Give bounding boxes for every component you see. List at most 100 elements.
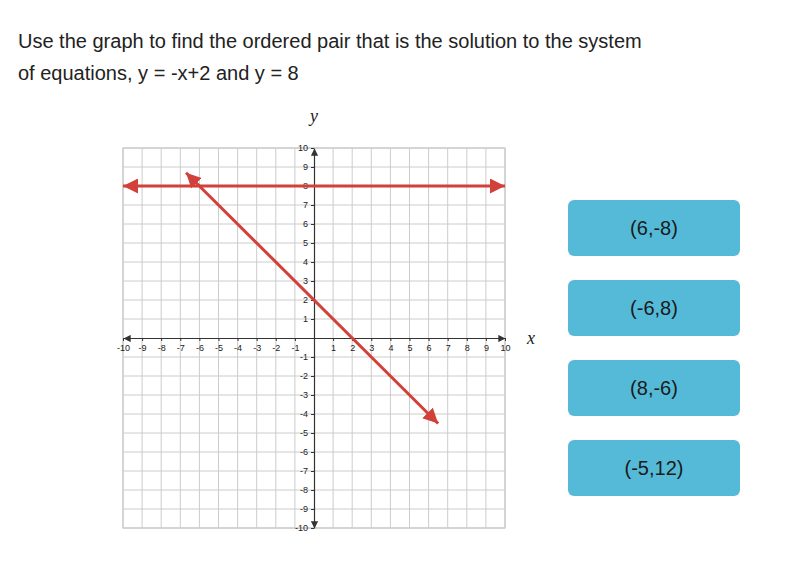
y-tick-label: -8 — [300, 485, 308, 495]
choice-label[interactable]: (6,-8) — [630, 217, 678, 239]
y-tick-mark — [311, 528, 314, 529]
x-tick-label: 7 — [446, 343, 451, 353]
x-axis: -10-9-8-7-6-5-4-3-2-112345678910 — [117, 338, 511, 353]
y-tick-label: 4 — [303, 257, 308, 267]
y-tick-label: 1 — [303, 314, 308, 324]
y-tick-mark — [311, 148, 314, 149]
choice-button[interactable]: (-6,8) — [568, 280, 740, 336]
choice-label[interactable]: (-6,8) — [630, 297, 678, 319]
y-tick-mark — [311, 357, 314, 358]
question-text: Use the graph to find the ordered pair t… — [18, 30, 642, 52]
y-tick-mark — [311, 224, 314, 225]
x-tick-label: 1 — [331, 343, 336, 353]
x-tick: 1 — [331, 338, 336, 353]
grid — [123, 148, 505, 528]
x-tick: -5 — [215, 338, 223, 353]
x-tick-mark — [371, 338, 372, 341]
y-tick: 3 — [303, 276, 314, 286]
x-tick: -10 — [117, 338, 130, 353]
grid-line-y — [123, 186, 505, 187]
x-tick: -3 — [253, 338, 261, 353]
y-tick-mark — [311, 205, 314, 206]
x-tick: -6 — [196, 338, 204, 353]
x-tick: -1 — [291, 338, 299, 353]
choice-label[interactable]: (-5,12) — [625, 457, 684, 479]
x-tick-mark — [123, 338, 124, 341]
choice-box[interactable] — [568, 360, 740, 416]
x-tick-mark — [142, 338, 143, 341]
page: Use the graph to find the ordered pair t… — [0, 0, 788, 563]
question-text: of equations, y = -x+2 and y = 8 — [18, 62, 299, 84]
y-tick: -6 — [300, 447, 314, 457]
y-tick: 7 — [303, 200, 314, 210]
y-tick: -5 — [300, 428, 314, 438]
y-tick: -2 — [300, 371, 314, 381]
choice-box[interactable] — [568, 200, 740, 256]
x-tick-label: -2 — [272, 343, 280, 353]
y-tick: 1 — [303, 314, 314, 324]
y-tick-mark — [311, 395, 314, 396]
y-tick-label: -1 — [300, 352, 308, 362]
x-tick: 10 — [500, 338, 510, 353]
x-tick: -9 — [139, 338, 147, 353]
x-tick-mark — [295, 338, 296, 341]
y-tick: -8 — [300, 485, 314, 495]
y-tick-label: -2 — [300, 371, 308, 381]
y-axis: -10-9-8-7-6-5-4-3-2-112345678910 — [295, 143, 315, 533]
y-tick-mark — [311, 471, 314, 472]
x-tick-mark — [467, 338, 468, 341]
x-tick: -7 — [177, 338, 185, 353]
y-tick: -4 — [300, 409, 314, 419]
choice-box[interactable] — [568, 440, 740, 496]
y-tick-label: -7 — [300, 466, 308, 476]
x-tick-label: 5 — [407, 343, 412, 353]
y-tick-label: 9 — [303, 162, 308, 172]
x-tick-mark — [429, 338, 430, 341]
y-tick-mark — [311, 243, 314, 244]
y-tick: 4 — [303, 257, 314, 267]
choice-button[interactable]: (8,-6) — [568, 360, 740, 416]
x-tick-label: -10 — [117, 343, 130, 353]
y-tick: 9 — [303, 162, 314, 172]
y-tick-label: 5 — [303, 238, 308, 248]
x-tick: 3 — [369, 338, 374, 353]
y-tick-label: 7 — [303, 200, 308, 210]
choice-button[interactable]: (6,-8) — [568, 200, 740, 256]
y-tick-mark — [311, 490, 314, 491]
x-tick-label: 8 — [465, 343, 470, 353]
y-tick-label: -3 — [300, 390, 308, 400]
equation-line — [186, 173, 438, 424]
x-tick-label: -4 — [234, 343, 242, 353]
y-tick: -1 — [300, 352, 314, 362]
y-tick-mark — [311, 281, 314, 282]
y-tick: -9 — [300, 504, 314, 514]
choice-button[interactable]: (-5,12) — [568, 440, 740, 496]
x-tick: 7 — [446, 338, 451, 353]
y-tick-mark — [311, 509, 314, 510]
y-tick: 10 — [298, 143, 314, 153]
x-tick-label: -9 — [139, 343, 147, 353]
x-tick-mark — [199, 338, 200, 341]
x-tick-mark — [219, 338, 220, 341]
choice-box[interactable] — [568, 280, 740, 336]
x-tick-label: 3 — [369, 343, 374, 353]
x-tick-label: -1 — [291, 343, 299, 353]
x-tick-label: -6 — [196, 343, 204, 353]
x-tick-mark — [505, 338, 506, 341]
y-tick-mark — [311, 319, 314, 320]
y-tick: -3 — [300, 390, 314, 400]
x-tick-label: 9 — [484, 343, 489, 353]
y-tick-mark — [311, 262, 314, 263]
x-axis-title: x — [526, 328, 535, 348]
y-tick-label: -10 — [295, 523, 308, 533]
x-tick-mark — [257, 338, 258, 341]
y-tick-label: -4 — [300, 409, 308, 419]
x-tick-label: -5 — [215, 343, 223, 353]
x-tick-mark — [276, 338, 277, 341]
y-tick-label: 3 — [303, 276, 308, 286]
grid-line-y — [123, 148, 505, 149]
y-axis-line — [314, 149, 315, 529]
x-tick-label: -7 — [177, 343, 185, 353]
choice-label[interactable]: (8,-6) — [630, 377, 678, 399]
y-axis-title: y — [308, 106, 318, 126]
